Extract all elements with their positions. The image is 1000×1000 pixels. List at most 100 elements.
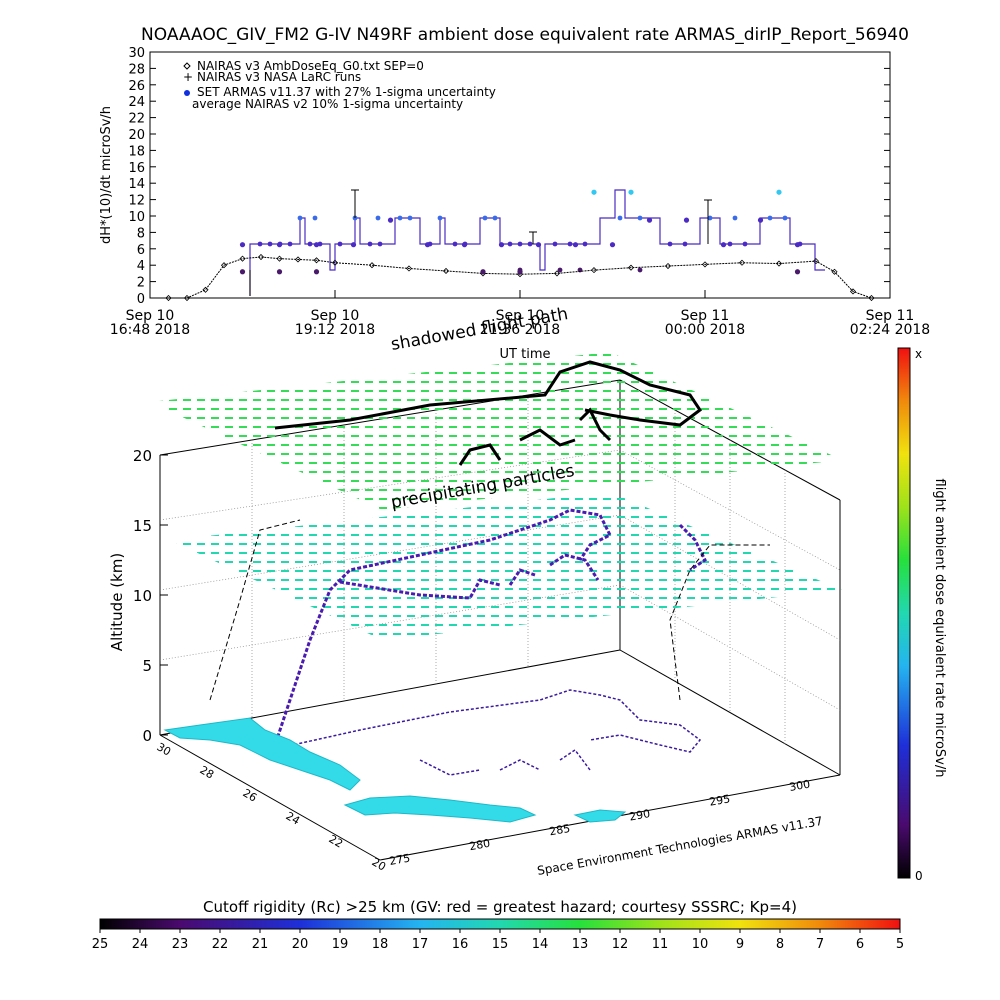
armas-point [313,269,320,275]
armas-point [776,189,782,195]
longitude-tick-label: 295 [708,792,731,808]
armas-point [461,242,468,248]
nairas-v3-point [590,267,598,274]
y-tick-label: 4 [137,259,145,274]
z-tick-label: 20 [133,447,152,465]
y-tick-label: 18 [128,144,145,159]
x-tick-label-date: Sep 10 [126,308,175,324]
x-tick-label-date: Sep 10 [496,308,545,324]
nairas-v3-point [812,258,820,265]
legend: NAIRAS v3 AmbDoseEq_G0.txt SEP=0 + NAIRA… [183,59,496,111]
land-cuba [343,795,537,823]
land-hispaniola [573,809,627,823]
cutoff-bar-ticks: 25 24 23 22 21 20 19 18 17 16 15 14 13 12 11 10 9 8 7 6 5 [92,929,904,952]
longitude-ticks: 275 280 285 290 295 300 [388,778,811,868]
armas-point [276,269,283,275]
nairas-v3-point [165,294,172,302]
cutoff-tick-label: 23 [172,937,189,952]
armas-point [498,242,505,248]
cutoff-tick-label: 15 [492,937,509,952]
cutoff-bar-gradient [99,918,901,930]
shadowed-flight-path [274,360,703,466]
series-points [165,189,875,302]
y-tick-label: 8 [137,226,145,241]
error-bars [249,189,712,296]
y-tick-label: 24 [128,95,145,110]
x-tick-label-time: 21:36 2018 [480,322,560,338]
nairas-v3-point [220,262,228,269]
nairas-v3-point [368,262,376,269]
dose-colorbar: x 0 flight ambient dose equivalent rate … [897,347,947,883]
dose-colorbar-label: flight ambient dose equivalent rate micr… [932,479,947,778]
flight-track-3d [268,508,707,761]
legend-entry-0: NAIRAS v3 AmbDoseEq_G0.txt SEP=0 [197,59,424,73]
cutoff-bar-title: Cutoff rigidity (Rc) >25 km (GV: red = g… [203,898,797,916]
chart-title: NOAAAOC_GIV_FM2 G-IV N49RF ambient dose … [141,25,909,45]
longitude-tick-label: 300 [788,778,811,794]
nairas-v3-point [849,288,857,295]
armas-dots-high [297,215,788,221]
y-axis-label: dH*(10)/dt microSv/h [99,106,114,244]
cutoff-tick-label: 10 [692,937,709,952]
armas-point [720,242,727,248]
armas-trace [249,189,825,296]
armas-point [424,242,431,248]
armas-point [239,269,246,275]
latitude-tick-label: 30 [155,740,174,758]
x-axis-label: UT time [500,347,551,362]
cutoff-tick-label: 24 [132,937,149,952]
legend-marker-plus-icon: + [183,70,193,84]
cutoff-tick-label: 6 [856,937,864,952]
legend-marker-dot-icon [184,90,190,96]
y-tick-label: 6 [137,243,145,258]
armas-dots [257,241,803,247]
nairas-v3-point [405,265,413,272]
nairas-v3-point [868,294,875,302]
x-tick-label-time: 16:48 2018 [110,322,190,338]
cutoff-tick-label: 22 [212,937,229,952]
legend-entry-2: SET ARMAS v11.37 with 27% 1-sigma uncert… [197,85,496,99]
x-tick-label-time: 19:12 2018 [295,322,375,338]
armas-point [646,217,653,223]
armas-point [313,242,320,248]
legend-marker-diamond-icon [183,62,191,70]
z-tick-label: 15 [133,517,152,535]
nairas-v3-point [183,294,191,302]
y-tick-label: 12 [128,194,145,209]
armas-point [591,189,597,195]
nairas-v3-point [257,253,265,261]
cutoff-tick-label: 7 [816,937,824,952]
dose-colorbar-top-label: x [915,347,922,361]
armas-point [683,217,690,223]
y-tick-label: 28 [128,62,145,77]
nairas-v3-point [627,264,635,271]
cutoff-tick-label: 5 [896,937,904,952]
nairas-v3-point [331,259,339,266]
z-tick-label: 10 [133,587,152,605]
x-tick-label-time: 02:24 2018 [850,322,930,338]
armas-point [794,242,801,248]
particle-field-upper [150,352,842,510]
cutoff-tick-label: 17 [412,937,429,952]
cutoff-tick-label: 9 [736,937,744,952]
y-tick-label: 10 [128,210,145,225]
cutoff-tick-label: 12 [612,937,629,952]
z-axis-label: Altitude (km) [108,553,126,651]
y-tick-label: 30 [128,46,145,61]
armas-point [628,189,634,195]
cutoff-tick-label: 20 [292,937,309,952]
x-tick-label-time: 00:00 2018 [665,322,745,338]
nairas-v3-point [553,270,561,277]
ground-track [269,689,702,776]
nairas-v3-point [664,262,672,270]
nairas-v3-point [701,261,709,268]
cutoff-tick-label: 13 [572,937,589,952]
armas-point [276,242,283,248]
nairas-v3-point [442,267,450,275]
nairas-v3-point [775,260,783,267]
armas-point [572,242,579,248]
